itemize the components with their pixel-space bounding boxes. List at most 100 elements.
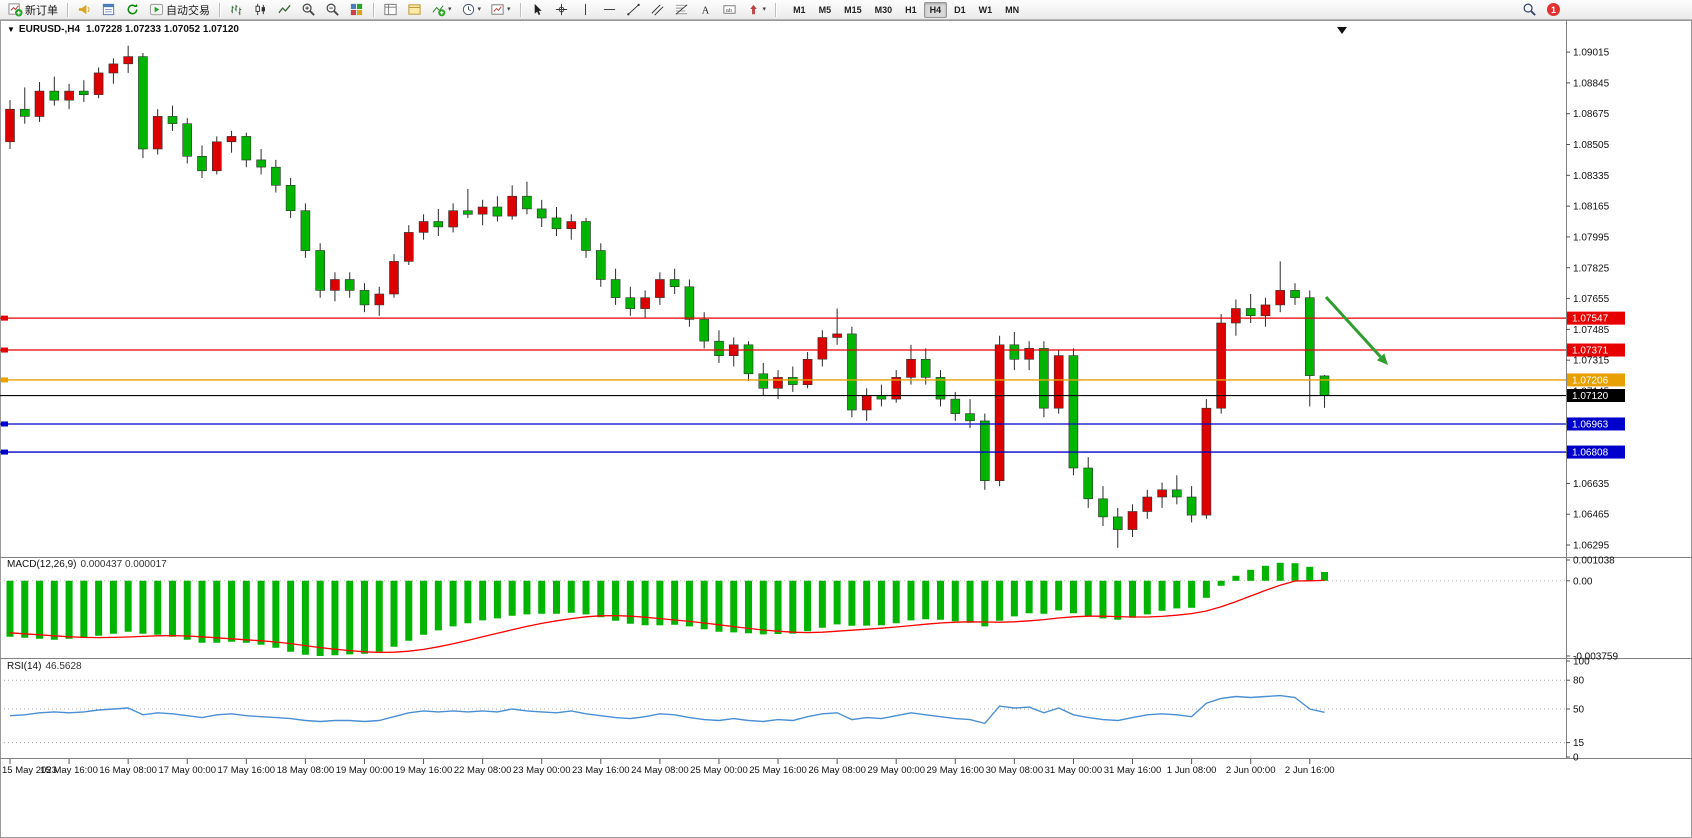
chart-canvas[interactable]: 1.09015 1.08845 1.08675 1.08505 1.08335 1.081… (0, 20, 1692, 838)
candle-bullish (448, 210, 458, 228)
candle-bullish (994, 344, 1005, 481)
refresh-button[interactable] (121, 0, 144, 19)
zoom-out-button[interactable] (321, 0, 344, 19)
channel-icon (651, 4, 664, 16)
candle-bearish (1068, 355, 1079, 469)
rsi-tick-label: 50 (1573, 705, 1585, 716)
candle-bearish (847, 333, 857, 411)
candle-bearish (492, 206, 503, 217)
candle-bearish (197, 156, 207, 172)
candle-bearish (1113, 516, 1123, 530)
tf-button-m30[interactable]: M30 (874, 4, 893, 15)
candle-bullish (906, 358, 916, 378)
text-label-icon: ab (722, 5, 736, 14)
line-left-handle[interactable] (1, 315, 8, 321)
toolbar-separator (67, 2, 68, 17)
one-click-trading-toggle[interactable]: ▼ (7, 25, 15, 34)
shift-marker[interactable] (1337, 27, 1347, 34)
navigator-button[interactable] (403, 0, 426, 19)
toolbar-right-group: 1 (1518, 0, 1560, 19)
time-label: 25 May 00:00 (690, 765, 748, 776)
cursor-button[interactable] (526, 0, 549, 19)
tf-button-m15[interactable]: M15 (844, 4, 862, 15)
candle-bearish (167, 116, 178, 124)
tf-button-h1[interactable]: H1 (905, 4, 917, 15)
alerts-button[interactable] (73, 0, 96, 19)
time-label: 17 May 16:00 (218, 765, 276, 776)
price-tick-label: 1.07655 (1573, 294, 1610, 305)
line-left-handle[interactable] (1, 377, 8, 383)
data-window-button[interactable] (379, 0, 402, 19)
candle-bearish (743, 344, 754, 375)
candle-bullish (891, 377, 902, 400)
time-label: 17 May 00:00 (158, 765, 216, 776)
candle-bearish (1319, 375, 1330, 396)
candle-bearish (1245, 308, 1256, 316)
candle-bullish (226, 136, 237, 143)
annotations[interactable] (1324, 295, 1388, 365)
metaeditor-button[interactable] (97, 0, 120, 19)
text-button[interactable]: A (694, 0, 717, 19)
candle-bullish (418, 221, 429, 233)
zoom-in-button[interactable] (297, 0, 320, 19)
periods-button[interactable]: ▾ (457, 0, 486, 19)
price-axis[interactable]: 1.09015 1.08845 1.08675 1.08505 1.08335 1.081… (1566, 48, 1625, 764)
line-chart-button[interactable] (273, 0, 296, 19)
candle-bearish (610, 279, 621, 298)
line-left-handle[interactable] (1, 449, 8, 455)
timeframe-group: M1 M5 M15 M30 H1 H4 D1 W1 MN (787, 1, 1025, 18)
candle-bullish (773, 377, 783, 389)
search-button[interactable] (1518, 0, 1541, 19)
text-label-button[interactable]: ab (718, 0, 741, 19)
time-label: 22 May 08:00 (454, 765, 512, 776)
crosshair-button[interactable] (550, 0, 573, 19)
bar-chart-button[interactable] (225, 0, 248, 19)
candle-bullish (5, 108, 15, 143)
tf-button-mn[interactable]: MN (1005, 4, 1020, 15)
tf-button-h4[interactable]: H4 (923, 1, 948, 18)
candle-bullish (1201, 407, 1212, 516)
candle-bearish (551, 217, 562, 230)
line-left-handle[interactable] (1, 421, 8, 427)
time-label: 16 May 08:00 (99, 765, 157, 776)
templates-button[interactable]: ▾ (486, 0, 515, 19)
tile-windows-button[interactable] (345, 0, 368, 19)
trendline-button[interactable] (622, 0, 645, 19)
candle-bullish (655, 279, 665, 298)
rsi-panel-label: RSI(14) 46.5628 (7, 661, 82, 672)
indicators-button[interactable]: ▾ (427, 0, 456, 19)
macd-tick-label: -0.003759 (1573, 652, 1618, 663)
tf-button-m5[interactable]: M5 (818, 4, 832, 15)
candle-bearish (256, 159, 266, 168)
horizontal-line-button[interactable] (598, 0, 621, 19)
price-lines[interactable] (0, 315, 1566, 455)
notification-badge[interactable]: 1 (1547, 3, 1560, 16)
arrow-annotation[interactable] (1324, 295, 1382, 358)
tf-button-d1[interactable]: D1 (954, 4, 966, 15)
candlestick-chart-button[interactable] (249, 0, 272, 19)
candle-bullish (389, 261, 399, 295)
candle-bearish (79, 90, 89, 95)
candle-bearish (950, 398, 961, 414)
candle-bearish (787, 377, 798, 385)
line-left-handle[interactable] (1, 347, 8, 353)
candle-bearish (1083, 467, 1093, 500)
fibonacci-button[interactable] (670, 0, 693, 19)
tf-button-m1[interactable]: M1 (793, 4, 806, 15)
time-label: 23 May 16:00 (572, 765, 630, 776)
channel-button[interactable] (646, 0, 669, 19)
vertical-line-button[interactable] (574, 0, 597, 19)
candle-bearish (536, 208, 547, 219)
new-order-button[interactable]: 新订单 (4, 0, 62, 19)
candle-bearish (19, 108, 30, 117)
candle-bullish (507, 195, 518, 217)
candle-bearish (595, 250, 606, 280)
arrows-button[interactable]: ▾ (742, 0, 771, 19)
fibonacci-icon (675, 4, 687, 15)
price-line-tag-label: 1.06808 (1572, 448, 1609, 459)
candle-bullish (566, 221, 577, 229)
tf-button-w1[interactable]: W1 (978, 4, 993, 15)
autotrading-button[interactable]: 自动交易 (145, 0, 214, 19)
